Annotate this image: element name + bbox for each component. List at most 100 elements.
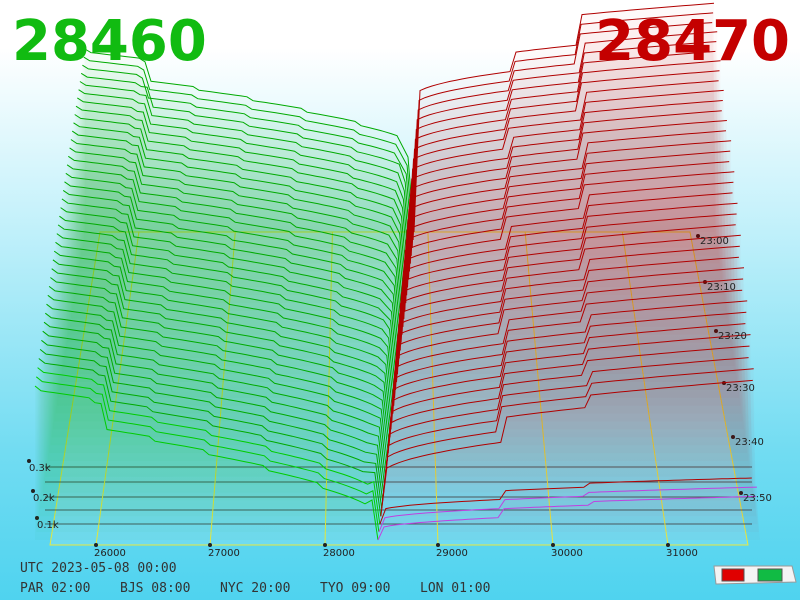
- bid-curve: [61, 198, 398, 375]
- ask-curve: [396, 181, 734, 375]
- time-label: 23:10: [707, 282, 736, 293]
- ask-curve: [409, 41, 717, 264]
- ask-curve: [398, 161, 730, 359]
- depth-label: 0.3k: [29, 463, 51, 474]
- ask-curve: [386, 300, 748, 462]
- depth-tick: [31, 489, 35, 493]
- price-tick: [323, 543, 327, 547]
- bid-curve: [46, 303, 387, 469]
- bid-curve: [43, 321, 385, 485]
- bid-curve: [47, 294, 388, 462]
- depth-label: 0.1k: [37, 520, 59, 531]
- ask-curve: [394, 213, 737, 398]
- ask-curve: [400, 140, 732, 343]
- price-label: 30000: [551, 548, 583, 559]
- ask-curve: [384, 334, 751, 485]
- ask-curve: [385, 311, 747, 469]
- ask-curve: [407, 70, 720, 288]
- price-grid-line: [621, 231, 669, 546]
- bid-curve: [84, 48, 415, 233]
- bid-curve: [35, 376, 380, 533]
- ask-curve: [412, 12, 714, 240]
- ask-curve: [410, 31, 718, 256]
- bid-curve: [50, 277, 390, 446]
- ask-curve: [397, 171, 735, 367]
- time-tick: [714, 329, 718, 333]
- bid-curve: [53, 250, 393, 422]
- bid-curve: [74, 114, 408, 296]
- ask-curve: [408, 60, 721, 280]
- bid-curve: [42, 330, 384, 493]
- bid-curve: [71, 130, 406, 312]
- ask-curve: [403, 110, 722, 319]
- anaglyph-glasses: [713, 565, 797, 585]
- time-tick: [731, 435, 735, 439]
- bid-curve: [79, 81, 411, 264]
- price-label: 29000: [436, 548, 468, 559]
- ask-price: 28470: [595, 9, 790, 74]
- bid-curve: [70, 139, 405, 319]
- time-label: 23:30: [726, 383, 755, 394]
- bid-curve: [39, 349, 383, 509]
- ask-curve: [406, 80, 719, 296]
- labels: 26000 27000 28000 29000 30000 31000 0.1k 0.2k 0.…: [20, 236, 772, 596]
- ask-curve: [390, 256, 739, 430]
- bid-curve: [52, 259, 392, 430]
- ask-curve: [378, 486, 757, 533]
- bid-price: 28460: [12, 9, 207, 74]
- ask-curve: [384, 323, 746, 477]
- zone-time: NYC 20:00: [220, 581, 290, 596]
- price-grid-line: [427, 231, 439, 546]
- bid-curve: [55, 241, 394, 414]
- price-tick: [551, 543, 555, 547]
- zone-time: PAR 02:00: [20, 581, 90, 596]
- zone-time: LON 01:00: [420, 581, 490, 596]
- ask-curve: [382, 357, 749, 501]
- ask-curve: [401, 130, 727, 335]
- bid-curve: [69, 147, 404, 327]
- depth-tick: [27, 459, 31, 463]
- utc-time: UTC 2023-05-08 00:00: [20, 561, 177, 576]
- bid-curve: [48, 285, 389, 454]
- ask-curve: [395, 202, 738, 390]
- ask-curve: [381, 368, 754, 509]
- price-grid-line: [95, 231, 140, 546]
- zone-time: TYO 09:00: [320, 581, 390, 596]
- price-label: 26000: [94, 548, 126, 559]
- ask-curve: [391, 245, 740, 422]
- ask-curve: [379, 477, 752, 525]
- time-label: 23:40: [735, 437, 764, 448]
- bid-curve: [66, 164, 402, 343]
- bid-curve: [80, 72, 412, 256]
- ask-curve: [387, 289, 743, 454]
- bid-curve: [83, 56, 414, 240]
- time-label: 23:50: [743, 493, 772, 504]
- time-label: 23:20: [718, 331, 747, 342]
- price-label: 31000: [666, 548, 698, 559]
- price-tick: [436, 543, 440, 547]
- ask-curve: [377, 495, 757, 541]
- ask-curve: [396, 192, 733, 383]
- bid-curve: [82, 64, 413, 248]
- price-label: 27000: [208, 548, 240, 559]
- ask-curve: [392, 234, 741, 414]
- price-tick: [94, 543, 98, 547]
- bid-curve: [37, 367, 381, 525]
- bid-curve: [34, 385, 379, 541]
- ask-curve: [408, 50, 716, 272]
- ask-curve: [411, 22, 713, 248]
- ask-curve: [388, 278, 744, 446]
- bid-curve: [73, 122, 407, 304]
- price-grid-line: [324, 231, 333, 546]
- bid-curve: [78, 89, 410, 272]
- ask-curve: [399, 150, 731, 351]
- bid-curve: [59, 215, 396, 390]
- bid-curve: [64, 181, 400, 359]
- zone-time: BJS 08:00: [120, 581, 190, 596]
- price-tick: [666, 543, 670, 547]
- ask-curve: [393, 224, 736, 406]
- bid-curve: [60, 207, 397, 383]
- bid-curve: [57, 224, 396, 398]
